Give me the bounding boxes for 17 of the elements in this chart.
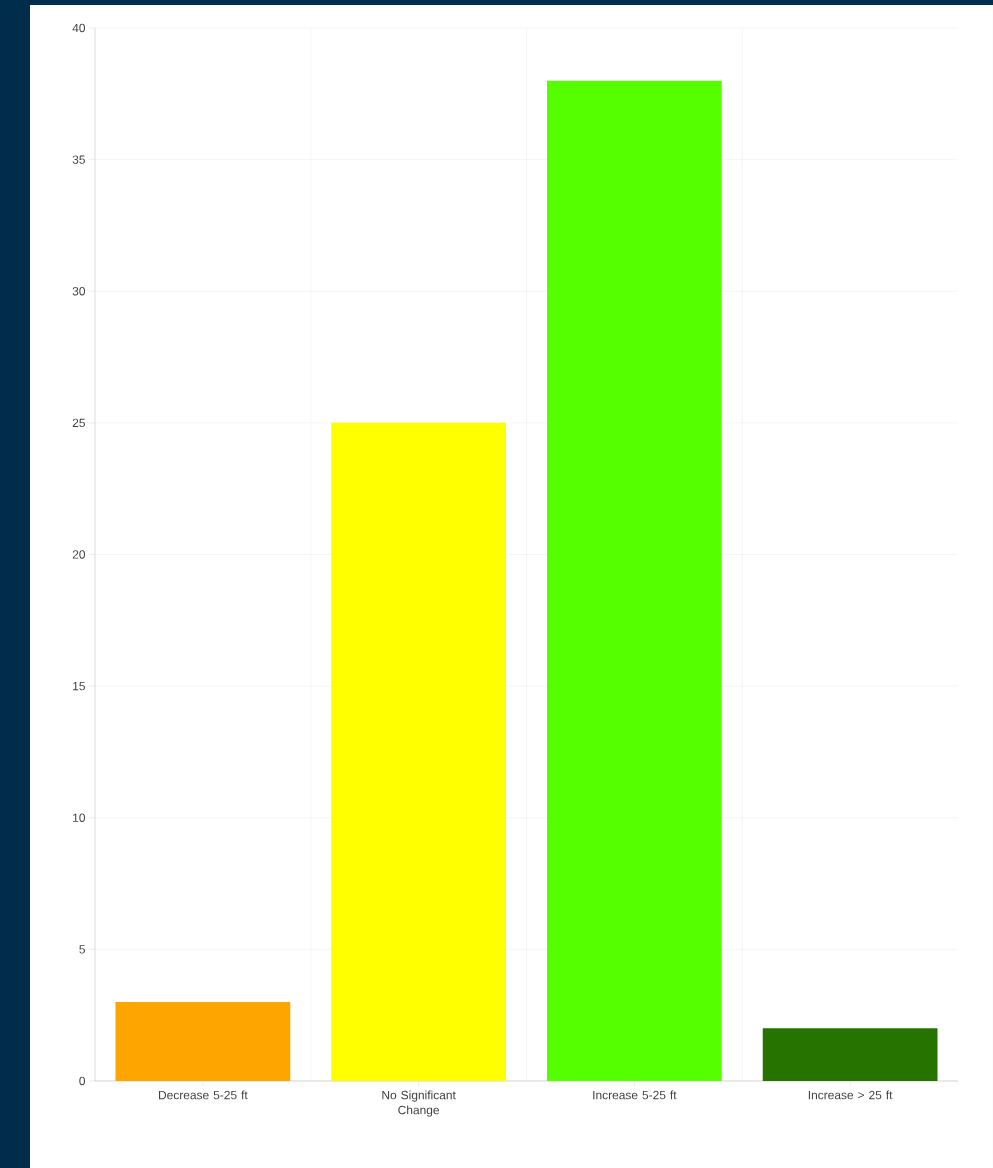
y-tick-label: 15	[73, 681, 85, 691]
bar	[547, 80, 722, 1081]
y-tick-label: 40	[72, 23, 86, 33]
y-tick-label: 25	[72, 418, 85, 428]
y-tick-label: 10	[73, 813, 86, 822]
y-tick-label: 30	[72, 287, 86, 296]
y-tick-label: 0	[79, 1076, 86, 1086]
bar	[762, 1028, 938, 1081]
y-tick-label: 20	[72, 550, 86, 559]
x-tick-label: Decrease 5-25 ft	[159, 1090, 248, 1100]
x-tick-label: Increase 5-25 ft	[593, 1090, 677, 1100]
bar	[331, 422, 506, 1081]
bar	[115, 1002, 291, 1081]
x-tick-label: No Significant Change	[382, 1090, 456, 1117]
y-tick-label: 5	[79, 945, 85, 954]
x-tick-label: Increase > 25 ft	[808, 1090, 893, 1100]
y-tick-label: 35	[72, 155, 85, 164]
